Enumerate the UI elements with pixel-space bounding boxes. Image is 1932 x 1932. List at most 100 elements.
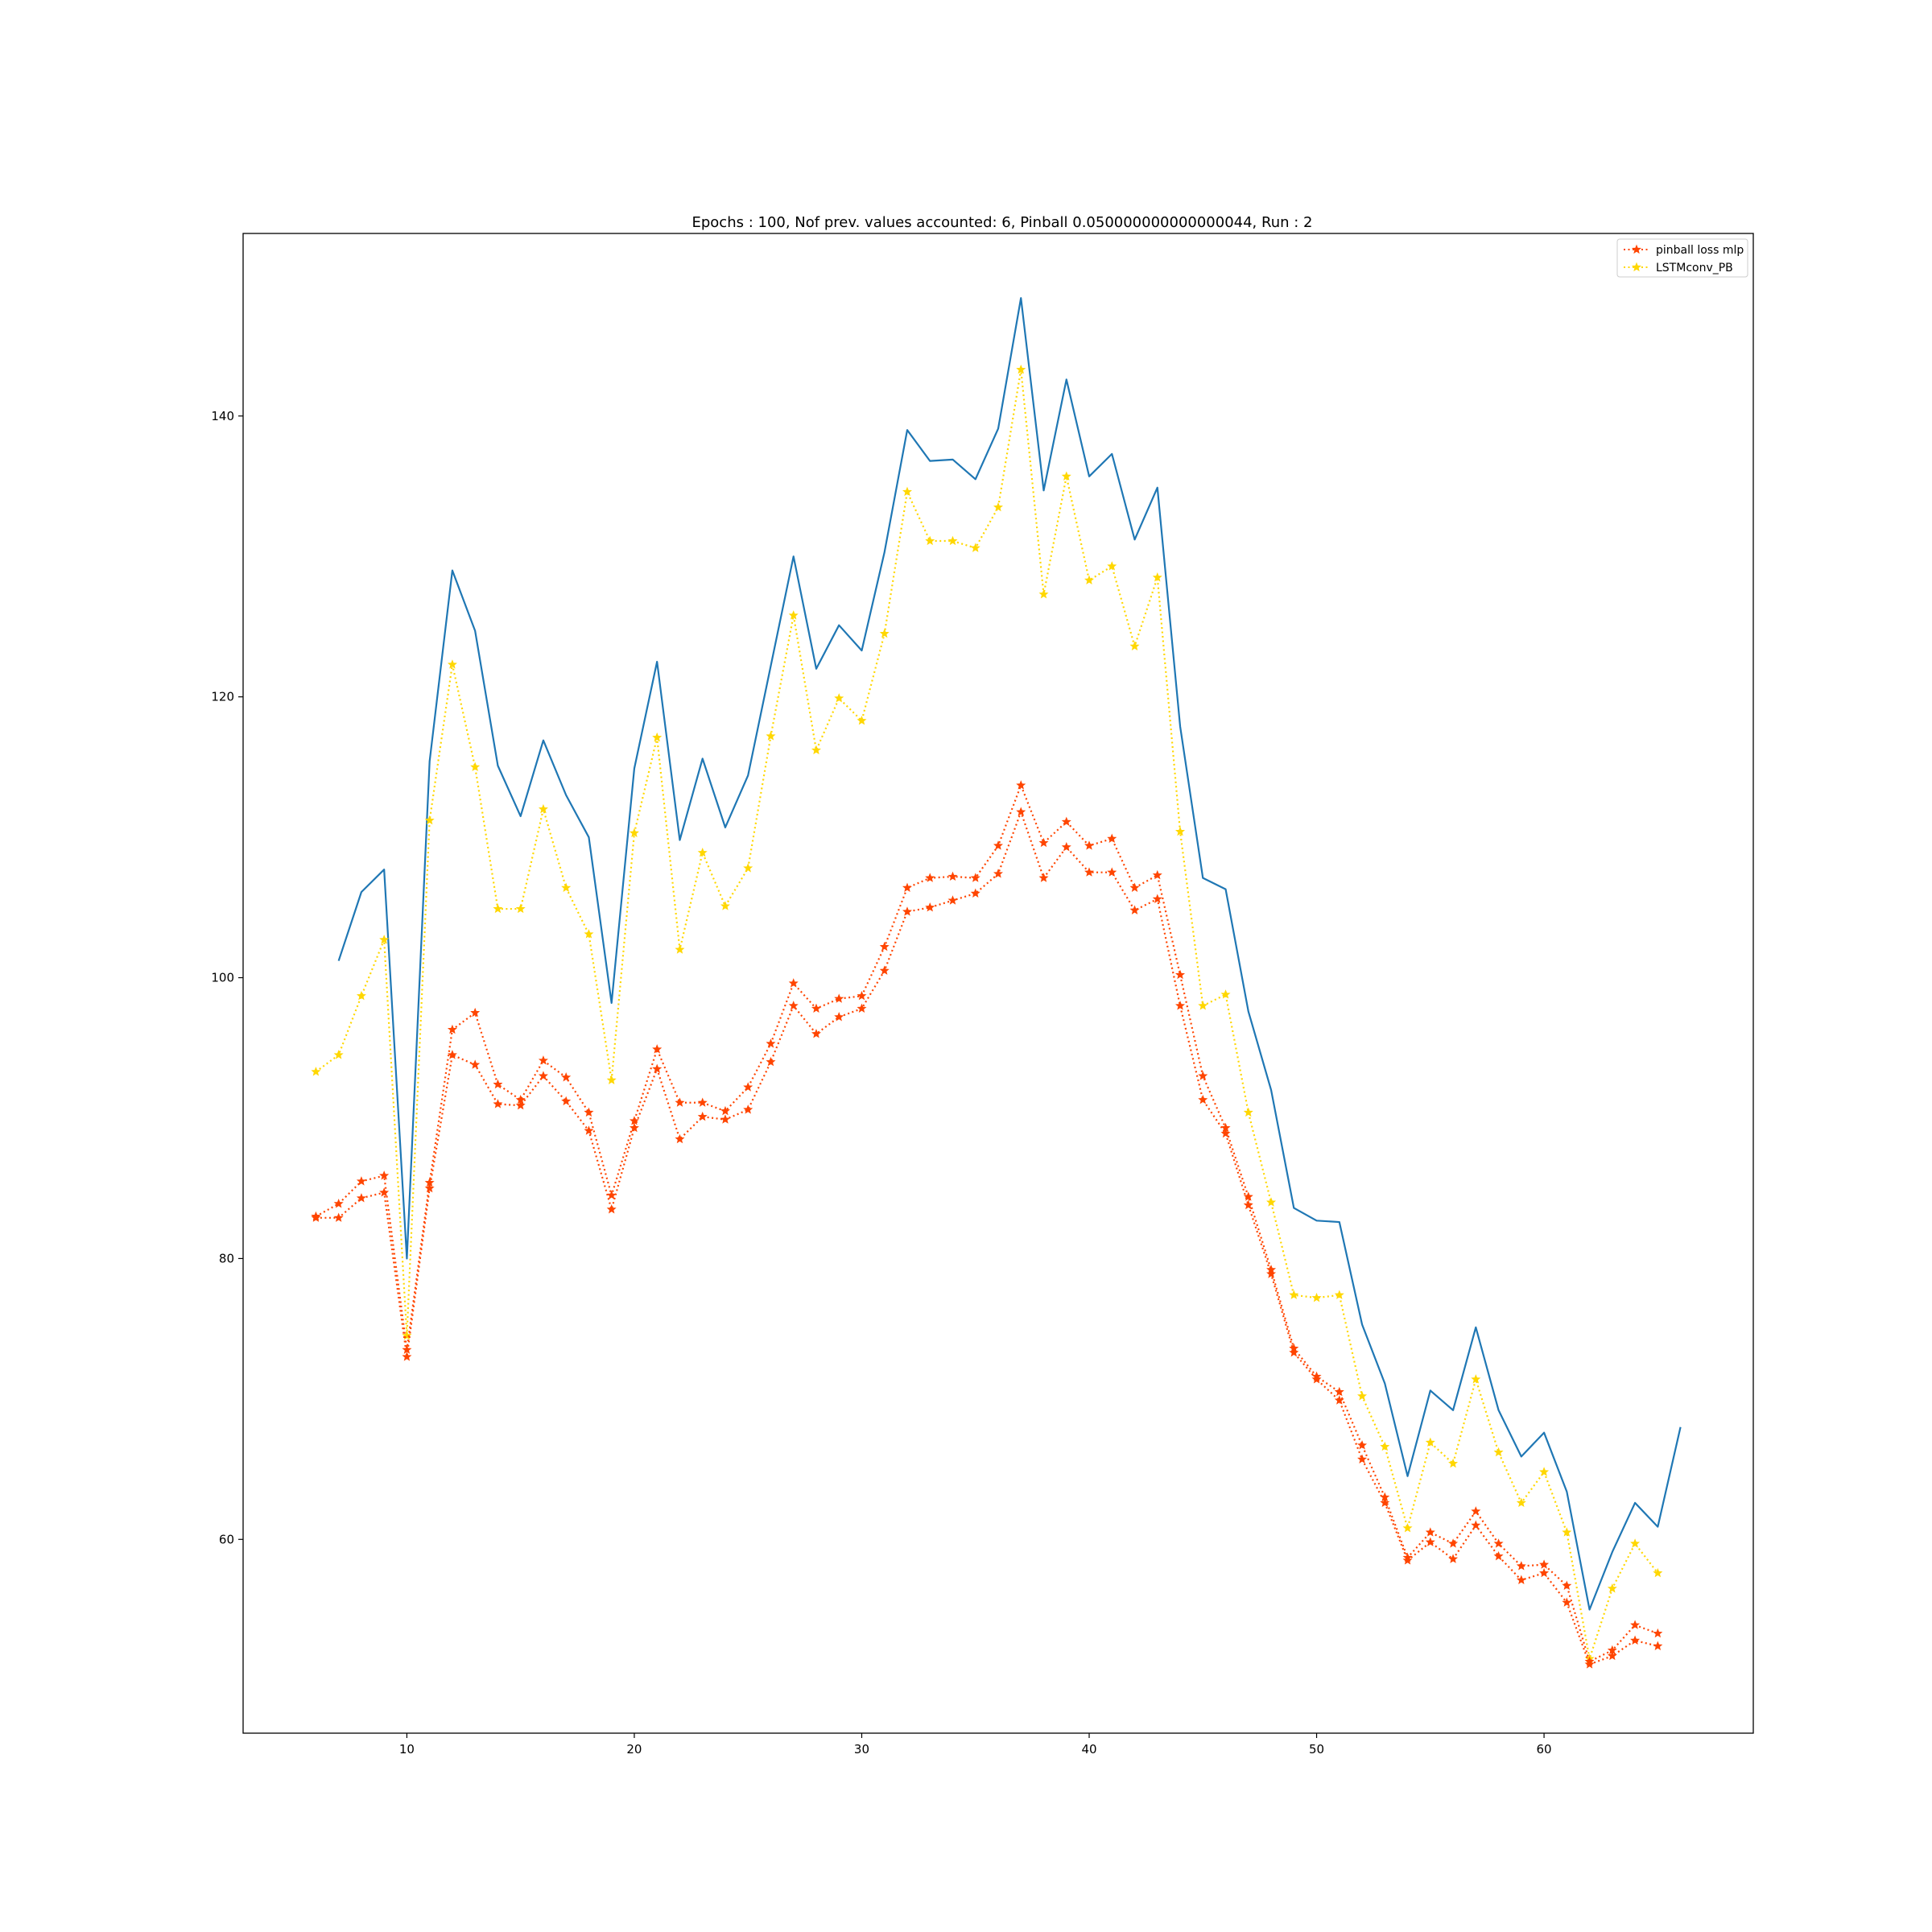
data-point-lstm <box>720 901 730 910</box>
data-point-mlp <box>606 1190 617 1200</box>
data-point-lstm <box>993 502 1004 512</box>
data-point-mlp <box>1152 869 1162 880</box>
data-point-lstm <box>1243 1107 1253 1117</box>
data-point-mlp <box>1016 780 1026 790</box>
data-point-mlp <box>857 1003 867 1013</box>
data-point-mlp <box>1243 1191 1253 1201</box>
data-point-lstm <box>1653 1567 1663 1578</box>
data-point-mlp <box>1198 1071 1208 1080</box>
axes: 10 20 30 40 50 60 60 80 100 120 140 <box>211 233 1754 1757</box>
data-point-lstm <box>402 1331 412 1340</box>
data-point-lstm <box>1084 575 1095 584</box>
data-point-mlp <box>1539 1559 1550 1569</box>
data-point-lstm <box>788 610 799 620</box>
data-point-mlp <box>1448 1538 1459 1548</box>
data-point-mlp <box>515 1100 526 1110</box>
data-point-mlp <box>356 1176 366 1186</box>
data-point-mlp <box>538 1055 548 1065</box>
data-point-mlp <box>1220 1128 1231 1138</box>
data-point-lstm <box>947 535 958 546</box>
data-point-lstm <box>902 486 912 497</box>
data-point-mlp <box>879 965 890 975</box>
data-point-mlp <box>947 895 958 905</box>
data-point-mlp <box>766 1056 776 1067</box>
data-point-lstm <box>857 715 867 725</box>
x-tick-label: 20 <box>626 1742 642 1757</box>
data-point-lstm <box>629 828 639 837</box>
y-tick-label: 100 <box>211 971 234 985</box>
data-point-mlp <box>1448 1554 1459 1563</box>
data-point-mlp <box>333 1199 344 1208</box>
data-point-lstm <box>333 1050 344 1059</box>
data-point-lstm <box>424 815 435 825</box>
data-point-lstm <box>1198 1001 1208 1010</box>
data-point-mlp <box>447 1050 457 1059</box>
data-point-mlp <box>470 1059 481 1069</box>
data-point-mlp <box>424 1183 435 1193</box>
plot-area <box>311 297 1682 1669</box>
data-point-mlp <box>1653 1641 1663 1650</box>
data-point-mlp <box>629 1116 639 1125</box>
legend-marker-mlp <box>1631 244 1642 254</box>
data-point-mlp <box>1584 1659 1595 1669</box>
data-point-lstm <box>561 882 572 892</box>
data-point-lstm <box>1266 1197 1277 1207</box>
x-tick-label: 10 <box>399 1742 415 1757</box>
data-point-mlp <box>675 1097 685 1107</box>
data-point-mlp <box>1107 833 1117 843</box>
data-point-mlp <box>1038 837 1049 848</box>
data-point-mlp <box>925 902 935 912</box>
data-point-mlp <box>1107 867 1117 877</box>
y-tick-label: 120 <box>211 690 234 704</box>
data-point-mlp <box>652 1063 663 1074</box>
legend: pinball loss mlp LSTMconv_PB <box>1616 238 1748 278</box>
series-line-mlp <box>315 784 1658 1663</box>
data-point-lstm <box>1425 1437 1435 1447</box>
data-point-mlp <box>493 1079 503 1089</box>
data-point-mlp <box>1129 882 1140 892</box>
data-point-mlp <box>925 873 935 882</box>
legend-label-lstm: LSTMconv_PB <box>1656 262 1733 275</box>
data-point-lstm <box>1129 641 1140 650</box>
data-point-lstm <box>652 732 663 742</box>
data-point-mlp <box>1380 1497 1390 1508</box>
data-point-lstm <box>1038 588 1049 599</box>
series-line-actual <box>337 297 1682 1611</box>
data-point-mlp <box>811 1003 821 1013</box>
data-point-mlp <box>561 1096 572 1106</box>
y-tick-label: 60 <box>219 1532 234 1546</box>
data-point-mlp <box>720 1105 730 1116</box>
data-point-lstm <box>311 1067 321 1076</box>
data-point-mlp <box>1061 841 1071 852</box>
data-point-mlp <box>1493 1550 1504 1561</box>
axes-frame <box>242 233 1754 1734</box>
data-point-mlp <box>743 1104 753 1114</box>
data-point-mlp <box>1471 1506 1481 1516</box>
data-point-lstm <box>1107 561 1117 571</box>
data-point-lstm <box>743 863 753 873</box>
data-point-mlp <box>1152 894 1162 903</box>
data-point-mlp <box>1198 1094 1208 1104</box>
data-point-lstm <box>515 903 526 914</box>
data-point-mlp <box>857 990 867 1001</box>
data-point-mlp <box>1243 1199 1253 1210</box>
data-point-mlp <box>470 1007 481 1018</box>
data-point-lstm <box>606 1075 617 1084</box>
data-point-lstm <box>1152 572 1162 582</box>
data-point-mlp <box>1539 1567 1550 1578</box>
data-point-lstm <box>697 847 708 857</box>
y-tick-label: 140 <box>211 409 234 423</box>
data-point-mlp <box>1311 1374 1322 1384</box>
data-point-mlp <box>902 882 912 892</box>
data-point-mlp <box>606 1204 617 1214</box>
data-point-mlp <box>993 869 1004 878</box>
data-point-mlp <box>743 1082 753 1092</box>
data-point-mlp <box>1516 1575 1526 1584</box>
data-point-mlp <box>1016 807 1026 816</box>
data-point-mlp <box>970 888 980 898</box>
data-point-lstm <box>834 693 844 703</box>
data-point-lstm <box>1061 471 1071 481</box>
data-point-mlp <box>1334 1395 1344 1405</box>
